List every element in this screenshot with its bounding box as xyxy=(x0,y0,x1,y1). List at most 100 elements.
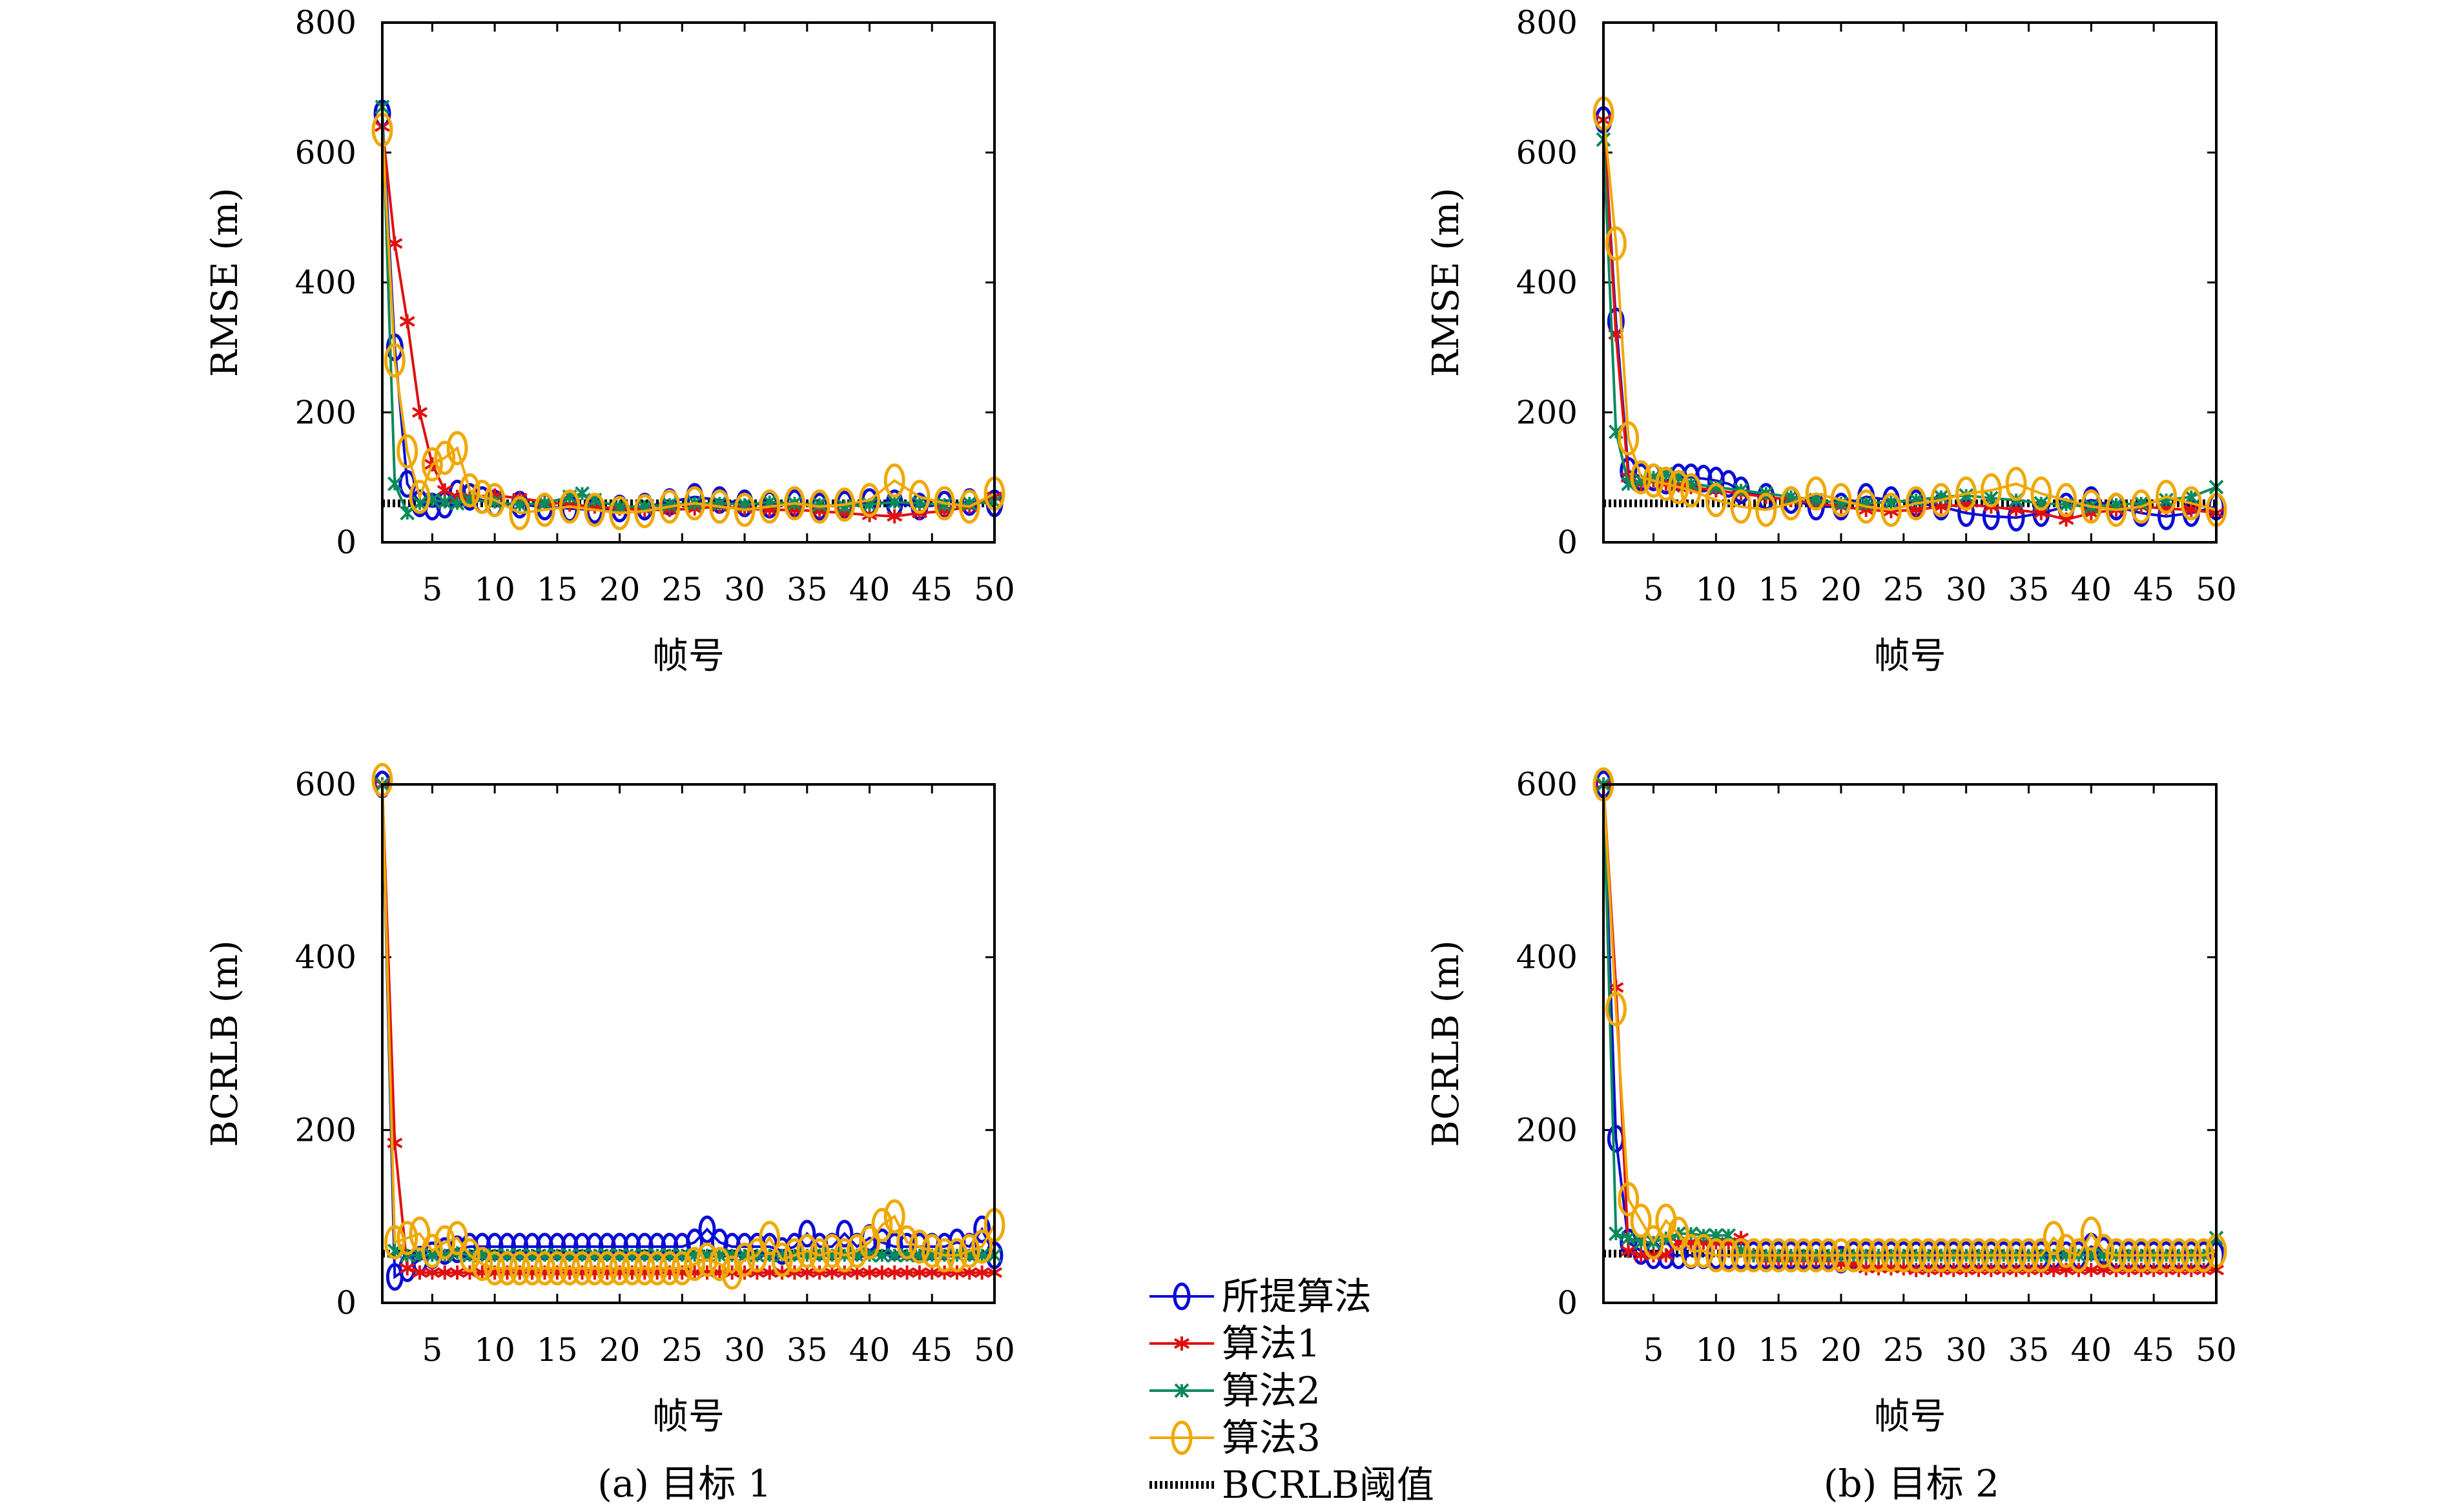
series-3 xyxy=(375,777,1002,1263)
legend-label: 算法2 xyxy=(1222,1369,1321,1413)
marker-point xyxy=(559,489,581,524)
x-tick-label: 15 xyxy=(1758,1331,1799,1369)
marker-point xyxy=(834,1238,856,1272)
marker-point xyxy=(1868,1238,1890,1272)
marker-point xyxy=(1618,421,1640,456)
series-line xyxy=(381,784,994,1257)
marker-point xyxy=(1805,476,1827,511)
y-tick-label: 0 xyxy=(1557,1284,1578,1322)
marker-point xyxy=(437,483,453,498)
marker-point xyxy=(458,473,480,507)
series-3 xyxy=(1596,132,2224,515)
marker-point xyxy=(2080,489,2102,524)
marker-point xyxy=(2055,1234,2077,1269)
series-line xyxy=(1602,784,2217,1257)
marker-point xyxy=(399,1261,415,1276)
plot-frame xyxy=(1602,21,2218,544)
chart-b-bcrlb: 5 10 15 20 25 30 35 40 45 50 0 200 400 600 帧号 BCRLB (m) xyxy=(1425,766,2237,1438)
marker-point xyxy=(759,489,781,524)
marker-point xyxy=(734,493,756,527)
x-tick-label: 25 xyxy=(1883,571,1924,608)
series-4 xyxy=(371,112,1005,531)
marker-point xyxy=(1880,493,1902,527)
marker-point xyxy=(1842,1238,1864,1272)
x-tick-label: 10 xyxy=(474,1331,515,1369)
marker-point xyxy=(684,1247,706,1282)
marker-point xyxy=(384,1225,406,1260)
marker-point xyxy=(1608,1226,1623,1241)
legend-label: 算法1 xyxy=(1222,1322,1321,1365)
x-tick-label: 45 xyxy=(911,1331,953,1369)
x-tick-label: 35 xyxy=(787,571,828,608)
legend-item: 算法2 xyxy=(1149,1369,1321,1413)
marker-point xyxy=(1642,463,1664,498)
y-axis-label: RMSE (m) xyxy=(204,188,246,377)
series-line xyxy=(1602,784,2218,1257)
marker-point xyxy=(1855,1238,1877,1272)
plot-frame xyxy=(381,21,996,544)
y-axis-label: BCRLB (m) xyxy=(1425,940,1467,1147)
x-tick-label: 50 xyxy=(974,571,1015,608)
marker-point xyxy=(397,434,418,469)
x-tick-label: 20 xyxy=(599,1331,641,1369)
marker-point xyxy=(874,1265,890,1280)
x-tick-label: 50 xyxy=(2196,571,2237,608)
x-tick-label: 5 xyxy=(422,1331,442,1369)
marker-point xyxy=(708,1247,730,1282)
marker-point xyxy=(1980,1238,2002,1272)
x-tick-label: 35 xyxy=(2008,1331,2050,1369)
marker-point xyxy=(796,1234,818,1269)
x-tick-label: 30 xyxy=(1946,571,1987,608)
series-line xyxy=(1602,119,2217,519)
marker-point xyxy=(1630,1203,1652,1238)
marker-point xyxy=(734,1242,756,1277)
marker-point xyxy=(883,1199,905,1234)
marker-point xyxy=(746,1238,768,1272)
marker-point xyxy=(921,1234,943,1269)
x-tick-label: 30 xyxy=(1946,1331,1987,1369)
series-4 xyxy=(1592,96,2227,527)
marker-point xyxy=(2130,1238,2152,1272)
marker-point xyxy=(412,405,428,420)
marker-point xyxy=(1708,480,1724,495)
x-tick-label: 45 xyxy=(2133,571,2174,608)
marker-point xyxy=(409,480,431,515)
series-line xyxy=(381,784,996,1280)
legend-item: BCRLB阈值 xyxy=(1149,1463,1434,1507)
marker-point xyxy=(1767,1238,1789,1272)
x-tick-label: 40 xyxy=(849,1331,891,1369)
y-tick-label: 200 xyxy=(295,394,356,431)
marker-point xyxy=(1705,1238,1727,1272)
legend-item: 算法3 xyxy=(1149,1416,1321,1460)
marker-point xyxy=(458,1238,480,1272)
marker-point xyxy=(446,1221,468,1256)
series-line xyxy=(1602,784,2216,1262)
marker-point xyxy=(1605,226,1627,261)
marker-point xyxy=(909,1229,931,1264)
marker-point xyxy=(1830,483,1852,518)
marker-point xyxy=(471,480,493,515)
marker-point xyxy=(1855,489,1877,524)
y-axis-label: BCRLB (m) xyxy=(204,940,246,1147)
marker-point xyxy=(1655,466,1677,501)
marker-point xyxy=(2005,1238,2027,1272)
series-1 xyxy=(1594,770,2225,1274)
marker-point xyxy=(1930,483,1952,518)
y-tick-label: 200 xyxy=(1516,394,1578,431)
series-2 xyxy=(374,119,1003,524)
series-line xyxy=(381,107,995,515)
marker-point xyxy=(537,496,552,511)
marker-point xyxy=(437,1265,453,1280)
marker-point xyxy=(1755,493,1777,527)
x-tick-label: 15 xyxy=(537,571,578,608)
marker-point xyxy=(836,1220,854,1248)
marker-point xyxy=(821,1234,843,1269)
series-line xyxy=(1602,784,2216,1272)
marker-point xyxy=(2180,1238,2202,1272)
marker-point xyxy=(1955,1238,1977,1272)
marker-point xyxy=(1730,1238,1752,1272)
marker-point xyxy=(859,483,881,518)
plot-frame xyxy=(1602,783,2218,1304)
marker-point xyxy=(909,480,931,515)
